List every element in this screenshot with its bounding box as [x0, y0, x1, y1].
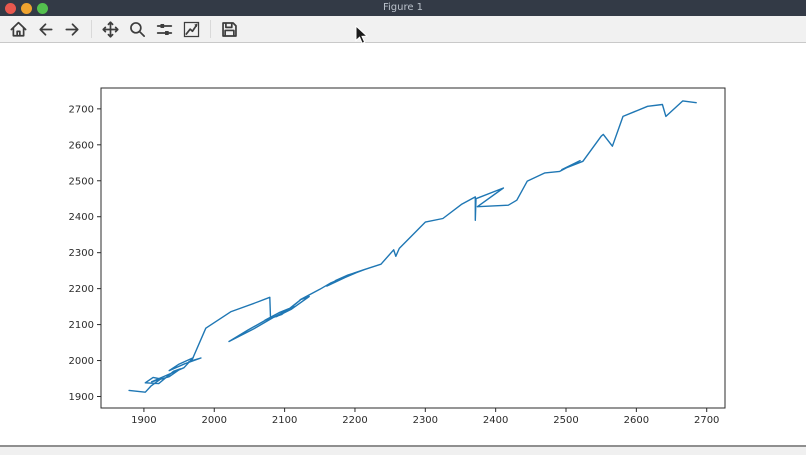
y-tick-label: 2400 [69, 212, 94, 223]
save-floppy-icon [222, 21, 237, 37]
window-title: Figure 1 [382, 2, 424, 13]
x-tick-label: 2200 [342, 415, 367, 426]
minimize-button[interactable] [21, 2, 32, 14]
toolbar-separator [91, 20, 92, 38]
x-tick-label: 2400 [483, 415, 508, 426]
titlebar[interactable]: Figure 1 [0, 0, 806, 16]
navigation-toolbar [0, 16, 806, 43]
forward-arrow-icon [65, 22, 79, 36]
home-button[interactable] [7, 18, 30, 41]
save-button[interactable] [218, 18, 241, 41]
y-tick-label: 2300 [69, 248, 94, 259]
y-tick-label: 2700 [69, 104, 94, 115]
back-button[interactable] [34, 18, 57, 41]
close-button[interactable] [5, 2, 16, 14]
line-series [128, 100, 697, 393]
x-tick-label: 2500 [553, 415, 578, 426]
maximize-button[interactable] [37, 2, 48, 14]
figure-canvas[interactable]: 1900 2000 2100 2200 2300 2400 2500 2600 2700 1900… [0, 43, 806, 445]
pan-button[interactable] [99, 18, 122, 41]
edit-axes-button[interactable] [180, 18, 203, 41]
y-tick-label: 2600 [69, 140, 94, 151]
zoom-magnifier-icon [130, 21, 146, 37]
x-tick-label: 2100 [272, 415, 297, 426]
y-tick-label: 2200 [69, 284, 94, 295]
x-tick-label: 1900 [131, 415, 156, 426]
toolbar-separator [210, 20, 211, 38]
zoom-button[interactable] [126, 18, 149, 41]
home-icon [10, 21, 27, 37]
y-tick-label: 2500 [69, 176, 94, 187]
subplots-sliders-icon [156, 23, 173, 35]
x-tick-label: 2600 [624, 415, 649, 426]
axes-spines [100, 87, 726, 409]
traffic-lights [0, 2, 48, 14]
pan-move-icon [102, 20, 119, 38]
back-arrow-icon [39, 22, 53, 36]
forward-button[interactable] [61, 18, 84, 41]
x-tick-label: 2300 [413, 415, 438, 426]
y-tick-label: 2000 [69, 356, 94, 367]
window-bottom-edge [0, 445, 806, 455]
x-tick-label: 2000 [202, 415, 227, 426]
x-tick-label: 2700 [694, 415, 719, 426]
axes-edit-chart-icon [183, 21, 200, 37]
plot-area: 1900 2000 2100 2200 2300 2400 2500 2600 2700 1900… [69, 87, 726, 426]
configure-subplots-button[interactable] [153, 18, 176, 41]
y-tick-label: 1900 [69, 392, 94, 403]
y-tick-label: 2100 [69, 320, 94, 331]
